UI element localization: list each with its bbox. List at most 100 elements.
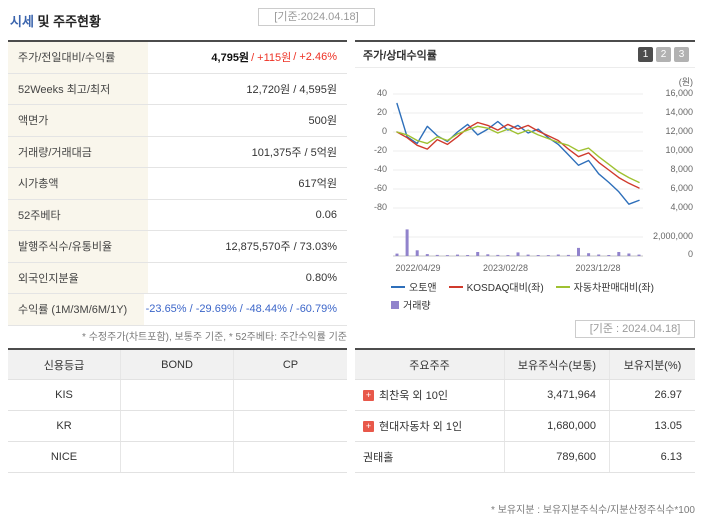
legend-item-industry: 자동차판매대비(좌) bbox=[555, 279, 654, 294]
right-axis-tick: 8,000 bbox=[670, 164, 693, 174]
beta-value: 0.06 bbox=[315, 208, 337, 221]
table-row: + 현대자동차 외 1인 1,680,000 13.05 bbox=[355, 411, 695, 442]
shares-held: 1,680,000 bbox=[505, 411, 610, 441]
left-axis-tick: -80 bbox=[373, 202, 387, 212]
price-chart-panel: 주가/상대수익률 1 2 3 40 20 0 -20 -40 -60 -80 16,000 14… bbox=[355, 40, 695, 340]
price-change: / +115원 bbox=[251, 52, 292, 65]
volume-bar bbox=[476, 252, 480, 256]
rating-agency: KR bbox=[8, 411, 121, 441]
chart-range-button-2[interactable]: 2 bbox=[656, 47, 671, 62]
right-axis-tick: 12,000 bbox=[665, 126, 693, 136]
shareholder-name-cell: + 현대자동차 외 1인 bbox=[355, 411, 505, 441]
table-row: 외국인지분율 0.80% bbox=[8, 262, 347, 294]
ownership-pct: 6.13 bbox=[660, 451, 682, 463]
shareholder-name-cell: + 최찬욱 외 10인 bbox=[355, 380, 505, 410]
row-value: 0.80% bbox=[148, 263, 347, 294]
expand-related-icon[interactable]: + bbox=[363, 389, 374, 401]
legend-item-price: 오토앤 bbox=[391, 279, 437, 294]
right-axis-tick: 14,000 bbox=[665, 107, 693, 117]
volume-bar bbox=[415, 250, 419, 256]
shareholder-name: 권태홀 bbox=[363, 452, 394, 464]
table-row: 발행주식수/유통비율 12,875,570주 / 73.03% bbox=[8, 231, 347, 263]
page-title-highlight: 시세 bbox=[10, 14, 34, 29]
volume-bar bbox=[405, 229, 409, 256]
shareholder-name-cell: 권태홀 bbox=[355, 442, 505, 472]
shareholder-footnote: * 보유지분 : 보유지분주식수/지분산정주식수*100 bbox=[491, 505, 695, 516]
row-value: 12,720원 / 4,595원 bbox=[148, 74, 347, 105]
x-axis-tick: 2022/04/29 bbox=[395, 263, 441, 273]
quote-table: 주가/전일대비/수익률 4,795원 / +115원 / +2.46% 52We… bbox=[8, 40, 347, 326]
foreign-ownership-value: 0.80% bbox=[305, 271, 337, 284]
shareholder-name: 현대자동차 외 1인 bbox=[379, 421, 463, 433]
x-axis-tick: 2023/02/28 bbox=[482, 263, 529, 273]
volume-bar bbox=[506, 255, 510, 256]
row-label: 거래량/거래대금 bbox=[8, 136, 148, 167]
price-line bbox=[396, 102, 640, 205]
table-row: KIS bbox=[8, 380, 347, 411]
table-row: 액면가 500원 bbox=[8, 105, 347, 137]
row-value: 0.06 bbox=[148, 200, 347, 231]
table-row: 시가총액 617억원 bbox=[8, 168, 347, 200]
table-row: 52주베타 0.06 bbox=[8, 199, 347, 231]
column-header: 보유주식수(보통) bbox=[505, 350, 610, 379]
row-label: 시가총액 bbox=[8, 168, 148, 199]
volume-bar bbox=[425, 254, 429, 256]
row-label: 액면가 bbox=[8, 105, 148, 136]
cp-rating-empty bbox=[234, 380, 347, 410]
column-header: 보유지분(%) bbox=[623, 359, 682, 372]
table-row: 수익률 (1M/3M/6M/1Y) -23.65% / -29.69% / -4… bbox=[8, 294, 347, 326]
returns-value: -23.65% / -29.69% / -48.44% / -60.79% bbox=[145, 303, 337, 316]
volume-bar-marker bbox=[391, 300, 399, 309]
par-value: 500원 bbox=[308, 115, 337, 128]
table-row: + 최찬욱 외 10인 3,471,964 26.97 bbox=[355, 380, 695, 411]
row-label: 52주베타 bbox=[8, 199, 148, 230]
row-value: -23.65% / -29.69% / -48.44% / -60.79% bbox=[144, 294, 347, 325]
page-title: 시세 및 주주현황 bbox=[10, 11, 101, 30]
table-header-row: 신용등급 BOND CP bbox=[8, 350, 347, 380]
table-row: KR bbox=[8, 411, 347, 442]
legend-label: 오토앤 bbox=[409, 283, 437, 294]
volume-bar bbox=[556, 254, 560, 256]
volume-bar bbox=[516, 252, 520, 256]
ownership-pct: 13.05 bbox=[654, 420, 682, 432]
table-row: NICE bbox=[8, 442, 347, 473]
chart-range-button-3[interactable]: 3 bbox=[674, 47, 689, 62]
shares-value: 12,875,570주 / 73.03% bbox=[225, 241, 337, 254]
legend-label: 거래량 bbox=[403, 301, 431, 312]
table-row: 권태홀 789,600 6.13 bbox=[355, 442, 695, 473]
shares-held: 3,471,964 bbox=[505, 380, 610, 410]
chart-legend-volume: 거래량 bbox=[355, 297, 695, 312]
shares-held: 789,600 bbox=[505, 442, 610, 472]
ownership-pct: 26.97 bbox=[654, 389, 682, 401]
week52-value: 12,720원 / 4,595원 bbox=[246, 83, 337, 96]
price-change-pct: / +2.46% bbox=[293, 51, 337, 64]
legend-label: 자동차판매대비(좌) bbox=[573, 283, 654, 294]
kosdaq-relative-line bbox=[396, 121, 640, 189]
volume-bar bbox=[395, 253, 399, 256]
expand-related-icon[interactable]: + bbox=[363, 420, 374, 432]
credit-rating-table: 신용등급 BOND CP KIS KR NICE bbox=[8, 348, 347, 473]
left-axis-tick: 20 bbox=[376, 107, 387, 117]
volume-bar bbox=[546, 255, 550, 256]
bond-rating-empty bbox=[121, 411, 234, 441]
legend-item-kosdaq: KOSDAQ대비(좌) bbox=[448, 279, 544, 294]
chart-canvas bbox=[393, 93, 643, 257]
row-label: 발행주식수/유통비율 bbox=[8, 231, 148, 262]
volume-bar bbox=[587, 253, 591, 257]
row-label: 외국인지분율 bbox=[8, 262, 148, 293]
bond-rating-empty bbox=[121, 380, 234, 410]
column-header: 신용등급 bbox=[8, 350, 121, 379]
chart-range-button-1[interactable]: 1 bbox=[638, 47, 653, 62]
left-axis-tick: 0 bbox=[381, 126, 387, 136]
volume-bar bbox=[627, 253, 631, 256]
volume-bar bbox=[617, 252, 621, 256]
price-chart: 40 20 0 -20 -40 -60 -80 16,000 14,000 12,000 10,00… bbox=[355, 68, 695, 276]
left-axis-tick: -40 bbox=[373, 164, 387, 174]
left-axis-tick: 40 bbox=[376, 88, 387, 98]
as-of-date-chart: [기준 : 2024.04.18] bbox=[575, 320, 695, 338]
page-title-rest: 및 주주현황 bbox=[33, 14, 101, 29]
rating-agency: NICE bbox=[8, 442, 121, 472]
volume-axis-tick: 0 bbox=[687, 249, 693, 259]
table-row: 52Weeks 최고/최저 12,720원 / 4,595원 bbox=[8, 73, 347, 105]
legend-label: KOSDAQ대비(좌) bbox=[466, 283, 544, 294]
